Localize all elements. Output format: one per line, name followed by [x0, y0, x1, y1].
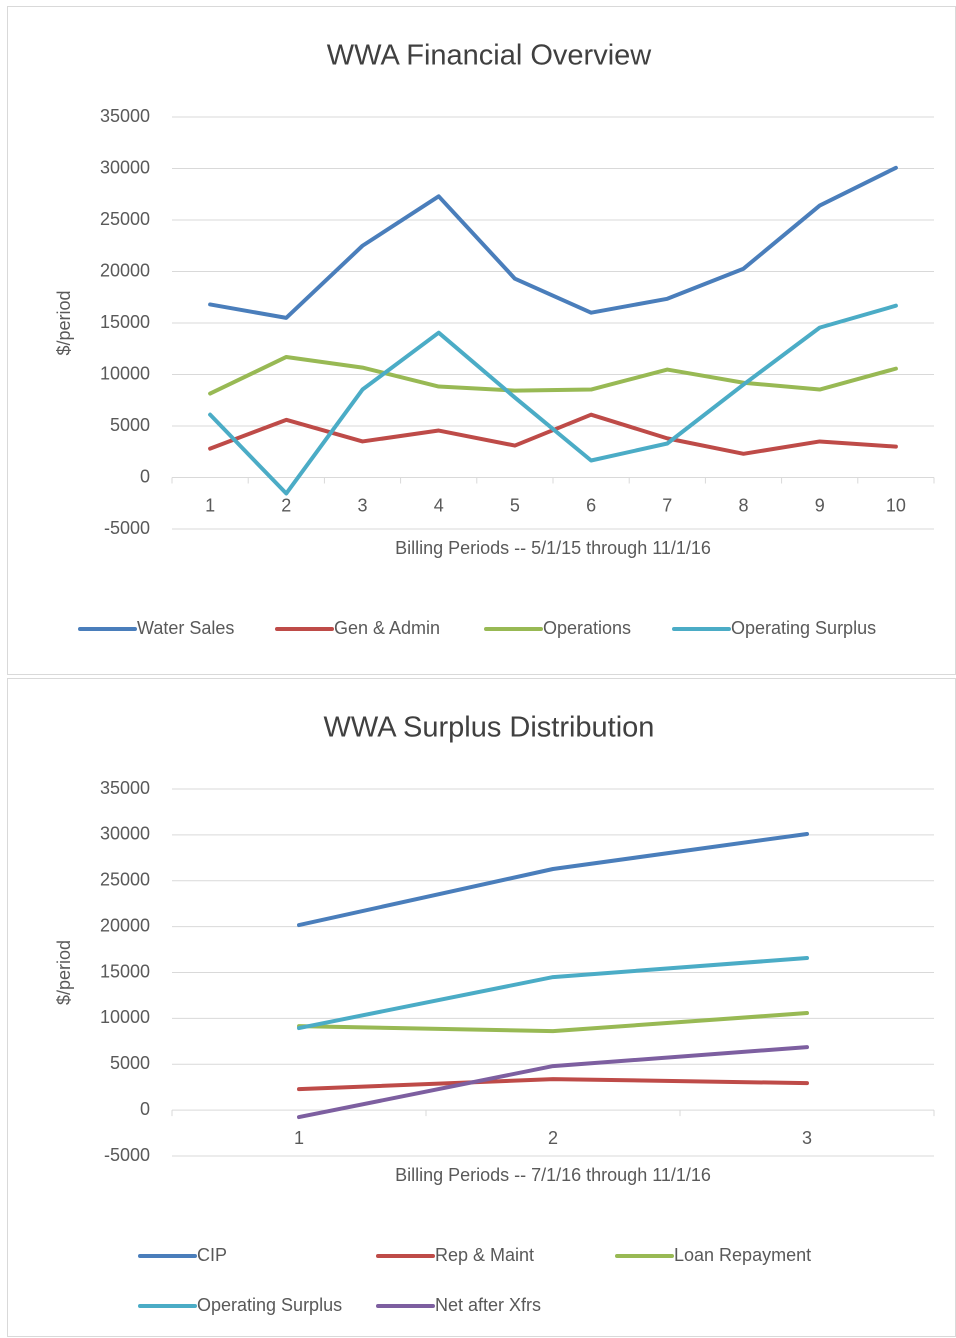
chart-title: WWA Surplus Distribution: [324, 712, 655, 744]
series-line: [297, 1011, 809, 1034]
legend-label: CIP: [197, 1245, 227, 1265]
y-tick-label: 20000: [100, 915, 150, 935]
y-tick-label: 0: [140, 466, 150, 486]
x-tick-label: 3: [802, 1128, 812, 1148]
x-axis-title: Billing Periods -- 5/1/15 through 11/1/1…: [395, 538, 711, 558]
chart-frame: [7, 6, 956, 675]
legend-label: Gen & Admin: [334, 618, 440, 638]
x-tick-label: 2: [548, 1128, 558, 1148]
x-tick-label: 7: [662, 495, 672, 515]
y-tick-label: 35000: [100, 106, 150, 126]
x-tick-label: 10: [886, 495, 906, 515]
y-axis-title: $/period: [54, 290, 74, 355]
series-line: [297, 956, 809, 1031]
x-tick-label: 8: [738, 495, 748, 515]
x-tick-label: 9: [815, 495, 825, 515]
chart-title: WWA Financial Overview: [327, 40, 652, 72]
x-axis-title: Billing Periods -- 7/1/16 through 11/1/1…: [395, 1165, 711, 1185]
x-tick-label: 1: [205, 495, 215, 515]
x-tick-label: 3: [357, 495, 367, 515]
series-line: [297, 1077, 809, 1092]
series-line: [208, 165, 898, 320]
y-tick-label: 35000: [100, 778, 150, 798]
y-tick-label: 15000: [100, 961, 150, 981]
chart-frame: [7, 678, 956, 1337]
x-tick-label: 5: [510, 495, 520, 515]
series-line: [208, 303, 898, 496]
series-line: [297, 831, 809, 928]
legend-label: Water Sales: [137, 618, 234, 638]
y-tick-label: 25000: [100, 209, 150, 229]
y-tick-label: 30000: [100, 824, 150, 844]
x-tick-label: 1: [294, 1128, 304, 1148]
y-tick-label: 25000: [100, 870, 150, 890]
x-tick-label: 2: [281, 495, 291, 515]
y-tick-label: 5000: [110, 415, 150, 435]
y-axis-title: $/period: [54, 940, 74, 1005]
legend-label: Loan Repayment: [674, 1245, 811, 1265]
y-tick-label: -5000: [104, 518, 150, 538]
legend-label: Operations: [543, 618, 631, 638]
series-line: [208, 354, 898, 396]
y-tick-label: 15000: [100, 312, 150, 332]
y-tick-label: 0: [140, 1099, 150, 1119]
legend-label: Operating Surplus: [197, 1295, 342, 1315]
x-tick-label: 6: [586, 495, 596, 515]
y-tick-label: 5000: [110, 1053, 150, 1073]
y-tick-label: 10000: [100, 1007, 150, 1027]
x-tick-label: 4: [434, 495, 444, 515]
legend-label: Operating Surplus: [731, 618, 876, 638]
y-tick-label: -5000: [104, 1145, 150, 1165]
legend-label: Net after Xfrs: [435, 1295, 541, 1315]
y-tick-label: 20000: [100, 260, 150, 280]
y-tick-label: 10000: [100, 363, 150, 383]
y-tick-label: 30000: [100, 157, 150, 177]
series-line: [297, 1045, 809, 1120]
legend-label: Rep & Maint: [435, 1245, 534, 1265]
